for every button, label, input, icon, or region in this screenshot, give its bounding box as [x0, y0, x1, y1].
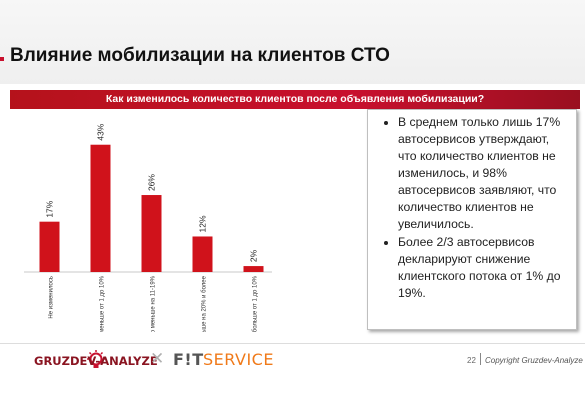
note-item: Более 2/3 автосервисов декларируют сниже… — [398, 234, 568, 302]
category-label-3: Стало меньше на 11-19% — [151, 275, 157, 332]
notes-box: В среднем только лишь 17% автосервисов у… — [367, 109, 577, 330]
bar-2 — [90, 144, 111, 272]
logo-gruzdev-analyze: GRUZDEV-ANALYZE — [34, 354, 158, 368]
data-label-5: 2% — [249, 249, 259, 262]
bar-4 — [192, 236, 213, 272]
category-label-1: Не изменилось — [49, 276, 55, 319]
logo-fitservice-service: SERVICE — [203, 350, 274, 369]
page-separator — [480, 353, 481, 365]
bar-5 — [243, 266, 264, 272]
data-label-3: 26% — [147, 174, 157, 191]
page-number: 22 — [467, 356, 476, 365]
bar-3 — [141, 195, 162, 272]
logo-fitservice-fit: F!T — [173, 350, 204, 369]
category-label-4: Стало меньше на 20% и более — [202, 275, 208, 332]
data-label-1: 17% — [45, 200, 55, 217]
slide-title: Влияние мобилизации на клиентов СТО — [10, 45, 390, 66]
data-label-4: 12% — [198, 215, 208, 232]
category-label-5: Стало больше от 1 до 10% — [253, 275, 259, 332]
title-marker — [0, 57, 4, 61]
bar-1 — [39, 221, 60, 272]
note-item: В среднем только лишь 17% автосервисов у… — [398, 114, 568, 233]
notes-list: В среднем только лишь 17% автосервисов у… — [376, 114, 568, 302]
footer-divider — [0, 343, 585, 344]
category-label-2: Стало меньше от 1 до 10% — [100, 275, 106, 332]
copyright: Copyright Gruzdev-Analyze — [485, 356, 583, 365]
question-banner: Как изменилось количество клиентов после… — [10, 90, 580, 109]
bar-chart: 17% Не изменилось 43% Стало меньше от 1 до … — [24, 123, 272, 332]
partner-cross: ✕ — [150, 349, 165, 369]
lightbulb-icon — [87, 350, 105, 368]
data-label-2: 43% — [96, 123, 106, 140]
chart-panel: 17% Не изменилось 43% Стало меньше от 1 до … — [10, 110, 272, 332]
header-band — [0, 0, 585, 84]
